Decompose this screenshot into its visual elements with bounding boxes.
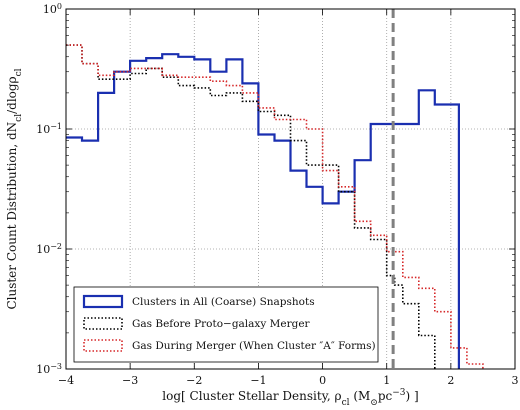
y-tick-label-base: 10 [36,123,50,136]
legend-swatch-gas-before [83,317,123,330]
x-tick-label: 3 [512,374,519,387]
y-tick-label: 10−1 [36,122,62,137]
x-tick-label: 1 [383,374,390,387]
plot-frame [65,8,516,370]
y-tick-label-exponent: −3 [50,362,62,371]
y-tick-label: 100 [43,2,62,17]
y-axis-label-mid: /dlogρ [5,76,19,114]
x-tick-label: −3 [122,374,138,387]
legend-label-clusters: Clusters in All (Coarse) Snapshots [132,296,315,308]
x-axis-label-units-sub: ⊙ [370,398,378,408]
legend: Clusters in All (Coarse) Snapshots Gas B… [73,286,379,363]
x-axis-label-main: log[ Cluster Stellar Density, ρ [162,389,341,403]
y-axis-label: Cluster Count Distribution, dNcl/dlogρcl [5,68,24,309]
y-tick-label: 10−2 [36,242,62,257]
x-axis-label-close: ) ] [406,389,419,403]
x-tick-label: −2 [186,374,202,387]
legend-box [73,286,379,363]
x-tick-label: −4 [58,374,74,387]
y-tick-label-base: 10 [36,243,50,256]
x-tick-label: −1 [250,374,266,387]
series-line-gas-during [66,44,484,369]
y-tick-label-exponent: −2 [50,242,62,251]
y-tick-label: 10−3 [36,362,62,377]
series-group [66,44,484,369]
y-tick-label-exponent: 0 [57,2,62,11]
legend-swatch-gas-during [83,339,123,352]
y-tick-label-base: 10 [36,363,50,376]
x-tick-label: 0 [319,374,326,387]
legend-label-gas-before: Gas Before Proto−galaxy Merger [132,318,311,330]
x-axis-label: log[ Cluster Stellar Density, ρcl (M⊙pc−… [162,388,418,408]
y-tick-label-exponent: −1 [50,122,62,131]
x-axis-label-sub: cl [342,398,350,408]
y-tick-label-base: 10 [43,3,57,16]
x-tick-label: 2 [447,374,454,387]
legend-label-gas-during: Gas During Merger (When Cluster ″A″ Form… [132,340,376,352]
series-line-clusters [66,53,460,369]
y-axis-label-sub2: cl [14,68,24,76]
x-axis-label-units: (M [350,389,371,403]
x-axis-label-units-tail: pc [378,389,393,403]
x-axis-label-units-sup: −3 [392,388,406,398]
legend-swatch-clusters [82,294,124,309]
y-axis-label-sub1: cl [14,114,24,122]
y-axis-label-main: Cluster Count Distribution, dN [5,122,19,310]
